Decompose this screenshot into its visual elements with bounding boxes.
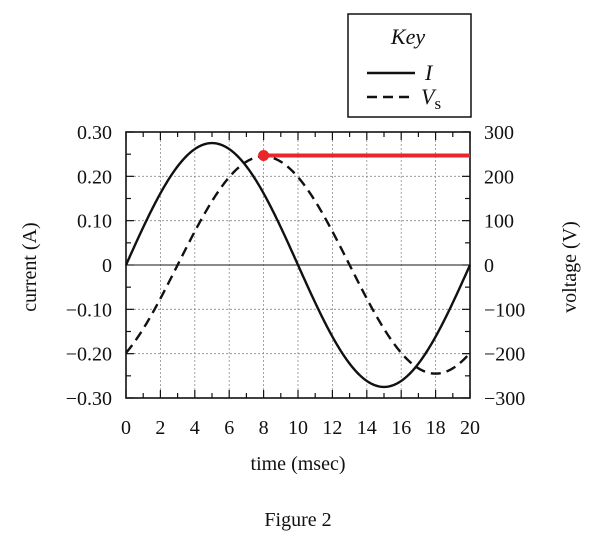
x-tick-label: 10 (288, 417, 308, 439)
x-tick-label: 4 (190, 417, 200, 439)
y-tick-label-left: −0.20 (66, 344, 112, 366)
x-tick-label: 0 (121, 417, 131, 439)
x-tick-label: 16 (391, 417, 411, 439)
legend-label-voltage-subscript: s (434, 94, 441, 113)
legend-box (347, 13, 472, 118)
y-tick-label-left: 0.20 (77, 166, 112, 188)
x-axis-title: time (msec) (251, 453, 346, 475)
x-tick-labels: 0 2 4 6 8 10 12 14 16 18 20 (121, 417, 480, 439)
series-current-line (124, 141, 472, 389)
x-tick-label: 8 (259, 417, 269, 439)
y-tick-label-right: 0 (484, 255, 494, 277)
x-tick-label: 14 (357, 417, 377, 439)
plot-frame (125, 131, 471, 399)
y-tick-label-left: 0.30 (77, 122, 112, 144)
y-tick-label-right: −300 (484, 388, 525, 410)
legend-title: Key (390, 24, 425, 49)
figure-caption: Figure 2 (264, 509, 331, 531)
x-tick-label: 20 (460, 417, 480, 439)
y-tick-label-right: 200 (484, 166, 514, 188)
x-tick-label: 12 (322, 417, 342, 439)
y-axis-title-left: current (A) (19, 222, 41, 311)
legend-label-voltage: Vs (421, 84, 441, 113)
legend: Key I Vs (347, 13, 472, 118)
series-voltage-line (125, 155, 471, 375)
highlight-marker (258, 149, 270, 161)
y-tick-label-right: 300 (484, 122, 514, 144)
left-tick-labels: 0.30 0.20 0.10 0 −0.10 −0.20 −0.30 (66, 122, 112, 410)
x-tick-label: 6 (224, 417, 234, 439)
y-tick-label-left: −0.30 (66, 388, 112, 410)
y-tick-label-right: −200 (484, 344, 525, 366)
y-tick-label-left: 0.10 (77, 211, 112, 233)
y-tick-label-right: 100 (484, 211, 514, 233)
y-axis-title-right: voltage (V) (559, 221, 581, 313)
x-tick-label: 18 (426, 417, 446, 439)
y-tick-label-left: −0.10 (66, 299, 112, 321)
x-tick-label: 2 (155, 417, 165, 439)
y-tick-label-right: −100 (484, 299, 525, 321)
legend-label-current: I (424, 60, 434, 85)
y-tick-label-left: 0 (102, 255, 112, 277)
right-tick-labels: 300 200 100 0 −100 −200 −300 (484, 122, 525, 410)
